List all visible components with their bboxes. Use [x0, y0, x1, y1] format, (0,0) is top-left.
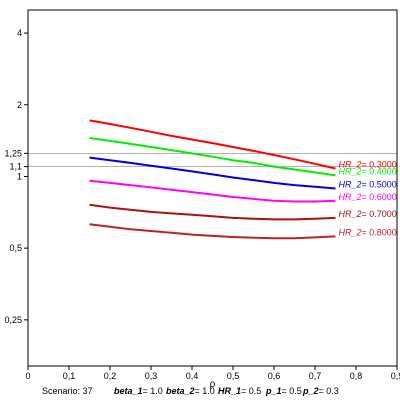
y-tick-label-1: 0,5 — [9, 243, 22, 253]
series-label-name-4: HR_2 — [339, 209, 362, 219]
footer-param-name-3: p_1 — [265, 386, 282, 396]
x-tick-label-4: 0,4 — [186, 371, 199, 381]
series-label-5: HR_2= 0.8000 — [339, 227, 397, 237]
series-label-value-2: = 0.5000 — [362, 180, 397, 190]
series-label-name-2: HR_2 — [339, 180, 362, 190]
series-label-4: HR_2= 0.7000 — [339, 209, 397, 219]
footer-param-1: beta_2= 1.0 — [166, 386, 215, 396]
footer-param-4: p_2= 0.3 — [302, 386, 339, 396]
series-label-0: HR_2= 0.3000 — [339, 160, 397, 170]
series-label-name-3: HR_2 — [339, 192, 362, 202]
footer-param-value-4: = 0.3 — [319, 386, 339, 396]
x-tick-label-8: 0,8 — [350, 371, 363, 381]
x-axis-label: ρ — [210, 379, 216, 390]
footer-param-value-3: = 0.5 — [282, 386, 302, 396]
series-label-name-0: HR_2 — [339, 160, 362, 170]
series-line-0 — [89, 119, 336, 170]
x-tick-label-1: 0,1 — [63, 371, 76, 381]
series-line-4 — [89, 203, 336, 221]
footer-param-value-1: = 1.0 — [195, 386, 215, 396]
series-line-2 — [89, 156, 336, 190]
series-label-value-0: = 0.3000 — [362, 160, 397, 170]
y-tick-label-0: 0,25 — [4, 315, 22, 325]
footer-param-name-4: p_2 — [302, 386, 319, 396]
footer-param-0: beta_1= 1.0 — [114, 386, 163, 396]
y-tick-label-4: 1,25 — [4, 148, 22, 158]
footer-param-2: HR_1= 0.5 — [218, 386, 261, 396]
footer-param-name-0: beta_1 — [114, 386, 143, 396]
x-tick-label-5: 0,5 — [227, 371, 240, 381]
series-label-name-1: HR_2 — [339, 166, 362, 176]
x-tick-label-7: 0,7 — [309, 371, 322, 381]
footer-param-value-2: = 0.5 — [241, 386, 261, 396]
series-label-value-3: = 0.6000 — [362, 192, 397, 202]
x-tick-label-9: 0,9 — [391, 371, 400, 381]
series-label-value-4: = 0.7000 — [362, 209, 397, 219]
footer-param-3: p_1= 0.5 — [265, 386, 302, 396]
series-label-value-5: = 0.8000 — [362, 227, 397, 237]
series-label-2: HR_2= 0.5000 — [339, 180, 397, 190]
y-tick-label-3: 1,1 — [9, 162, 22, 172]
x-tick-label-6: 0,6 — [268, 371, 281, 381]
series-line-5 — [89, 223, 336, 240]
series-label-1: HR_2= 0.4000 — [339, 166, 397, 176]
plot-frame — [27, 9, 398, 367]
series-label-3: HR_2= 0.6000 — [339, 192, 397, 202]
footer-param-name-2: HR_1 — [218, 386, 241, 396]
y-tick-label-6: 4 — [17, 28, 22, 38]
x-tick-label-2: 0,2 — [104, 371, 117, 381]
x-tick-label-3: 0,3 — [145, 371, 158, 381]
y-tick-label-5: 2 — [17, 100, 22, 110]
footer-param-name-1: beta_2 — [166, 386, 195, 396]
series-line-3 — [89, 179, 336, 203]
series-label-value-1: = 0.4000 — [362, 166, 397, 176]
y-tick-label-2: 1 — [17, 171, 22, 181]
footer-scenario: Scenario: 37 — [42, 386, 93, 396]
x-tick-label-0: 0 — [25, 371, 30, 381]
series-label-name-5: HR_2 — [339, 227, 362, 237]
series-line-1 — [89, 137, 336, 177]
footer-param-value-0: = 1.0 — [143, 386, 163, 396]
